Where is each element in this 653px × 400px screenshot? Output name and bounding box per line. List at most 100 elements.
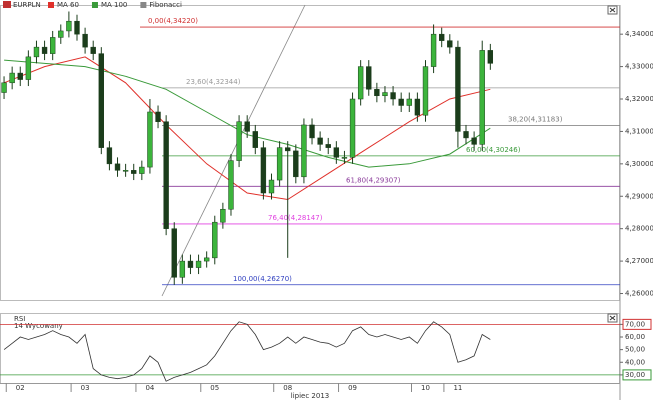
candle-body — [163, 121, 169, 229]
rsi-y-tick-label: 50,00 — [625, 346, 645, 354]
legend-swatch — [140, 2, 147, 8]
candle-body — [147, 111, 153, 168]
candle-body — [487, 50, 494, 64]
legend-swatch — [91, 2, 98, 8]
candle-body — [122, 170, 129, 172]
candle-body — [90, 46, 96, 54]
legend-label: MA 100 — [101, 1, 127, 9]
close-icon — [609, 7, 616, 13]
y-tick-label: 4,31000 — [625, 127, 653, 135]
fibonacci-label: 0,00(4,34220) — [148, 17, 198, 25]
candle-body — [398, 98, 404, 106]
candle-body — [382, 92, 388, 97]
candle-body — [25, 56, 32, 80]
y-tick-label: 4,34000 — [625, 30, 653, 38]
candle-body — [390, 92, 396, 100]
candle-body — [260, 147, 267, 194]
rsi-level-box — [622, 369, 652, 381]
candle-body — [479, 50, 485, 145]
candle-body — [49, 37, 56, 54]
rsi-y-tick-label: 60,00 — [625, 333, 645, 341]
candle-body — [471, 137, 477, 145]
candle-body — [349, 98, 356, 158]
candle-body — [171, 228, 177, 278]
y-tick-label: 4,33000 — [625, 63, 653, 71]
candle-body — [455, 46, 461, 132]
x-axis-title: lipiec 2013 — [291, 392, 329, 400]
candle-body — [179, 260, 186, 278]
fibonacci-label: 61,80(4,29307) — [346, 176, 401, 184]
rsi-title: RSI — [14, 315, 25, 323]
candle-body — [293, 150, 299, 178]
x-tick-label: 05 — [210, 384, 219, 392]
candle-body — [244, 121, 250, 132]
rsi-y-tick-label: 30,00 — [625, 371, 645, 379]
rsi-y-tick-label: 40,00 — [625, 358, 645, 366]
x-tick-label: 11 — [453, 384, 462, 392]
fibonacci-label: 76,40(4,28147) — [268, 214, 323, 222]
fibonacci-label: 23,60(4,32344) — [186, 78, 241, 86]
candle-body — [1, 82, 7, 93]
x-tick-label: 03 — [81, 384, 90, 392]
candle-body — [422, 66, 429, 116]
candle-body — [98, 53, 104, 148]
candle-body — [406, 98, 412, 106]
candle-body — [155, 111, 161, 122]
candle-body — [114, 163, 121, 171]
candle-body — [357, 66, 364, 100]
candle-body — [268, 179, 275, 194]
candle-body — [228, 160, 234, 210]
candle-body — [106, 147, 113, 165]
x-tick-label: 08 — [283, 384, 292, 392]
candle-body — [131, 170, 137, 174]
candle-body — [276, 147, 283, 181]
rsi-subtitle: 14 Wycowany — [14, 322, 63, 330]
candle-body — [58, 30, 64, 38]
candle-body — [325, 144, 331, 148]
x-tick-label: 10 — [421, 384, 430, 392]
candle-body — [447, 40, 453, 48]
candle-body — [309, 124, 315, 139]
x-tick-label: 04 — [145, 384, 154, 392]
candle-body — [41, 46, 48, 54]
candle-body — [139, 166, 145, 174]
legend-label: Fibonacci — [149, 1, 182, 9]
candle-body — [439, 33, 445, 41]
candle-body — [333, 147, 340, 158]
candle-body — [252, 131, 258, 148]
legend-label: MA 60 — [57, 1, 79, 9]
y-tick-label: 4,27000 — [625, 257, 653, 265]
candle-body — [9, 72, 15, 84]
fibonacci-label: 60,00(4,30246) — [466, 146, 521, 154]
y-tick-label: 4,26000 — [625, 290, 653, 298]
rsi-y-tick-label: 70,00 — [625, 320, 645, 328]
fibonacci-trend-line — [161, 4, 306, 297]
y-tick-label: 4,30000 — [625, 160, 653, 168]
moving-average-line — [3, 56, 491, 201]
y-tick-label: 4,32000 — [625, 95, 653, 103]
candle-body — [74, 20, 80, 35]
rsi-level-box — [622, 318, 652, 330]
candle-body — [17, 72, 23, 80]
candle-body — [317, 137, 323, 145]
candle-body — [82, 33, 88, 48]
rsi-line — [3, 321, 491, 382]
symbol-label: EURPLN — [13, 1, 41, 9]
candle-body — [366, 66, 372, 90]
legend-swatch — [48, 2, 54, 8]
close-icon — [609, 315, 616, 321]
candle-body — [285, 147, 291, 152]
y-tick-label: 4,28000 — [625, 225, 653, 233]
candle-body — [341, 157, 348, 159]
candle-body — [374, 89, 380, 97]
candle-body — [220, 208, 226, 223]
candle-body — [212, 221, 218, 259]
candle-body — [195, 260, 202, 268]
fibonacci-label: 38,20(4,31183) — [508, 115, 563, 123]
legend: EURPLN MA 60 MA 100 Fibonacci — [3, 1, 182, 9]
candle-body — [203, 257, 210, 262]
x-tick-label: 02 — [16, 384, 25, 392]
y-tick-label: 4,29000 — [625, 192, 653, 200]
